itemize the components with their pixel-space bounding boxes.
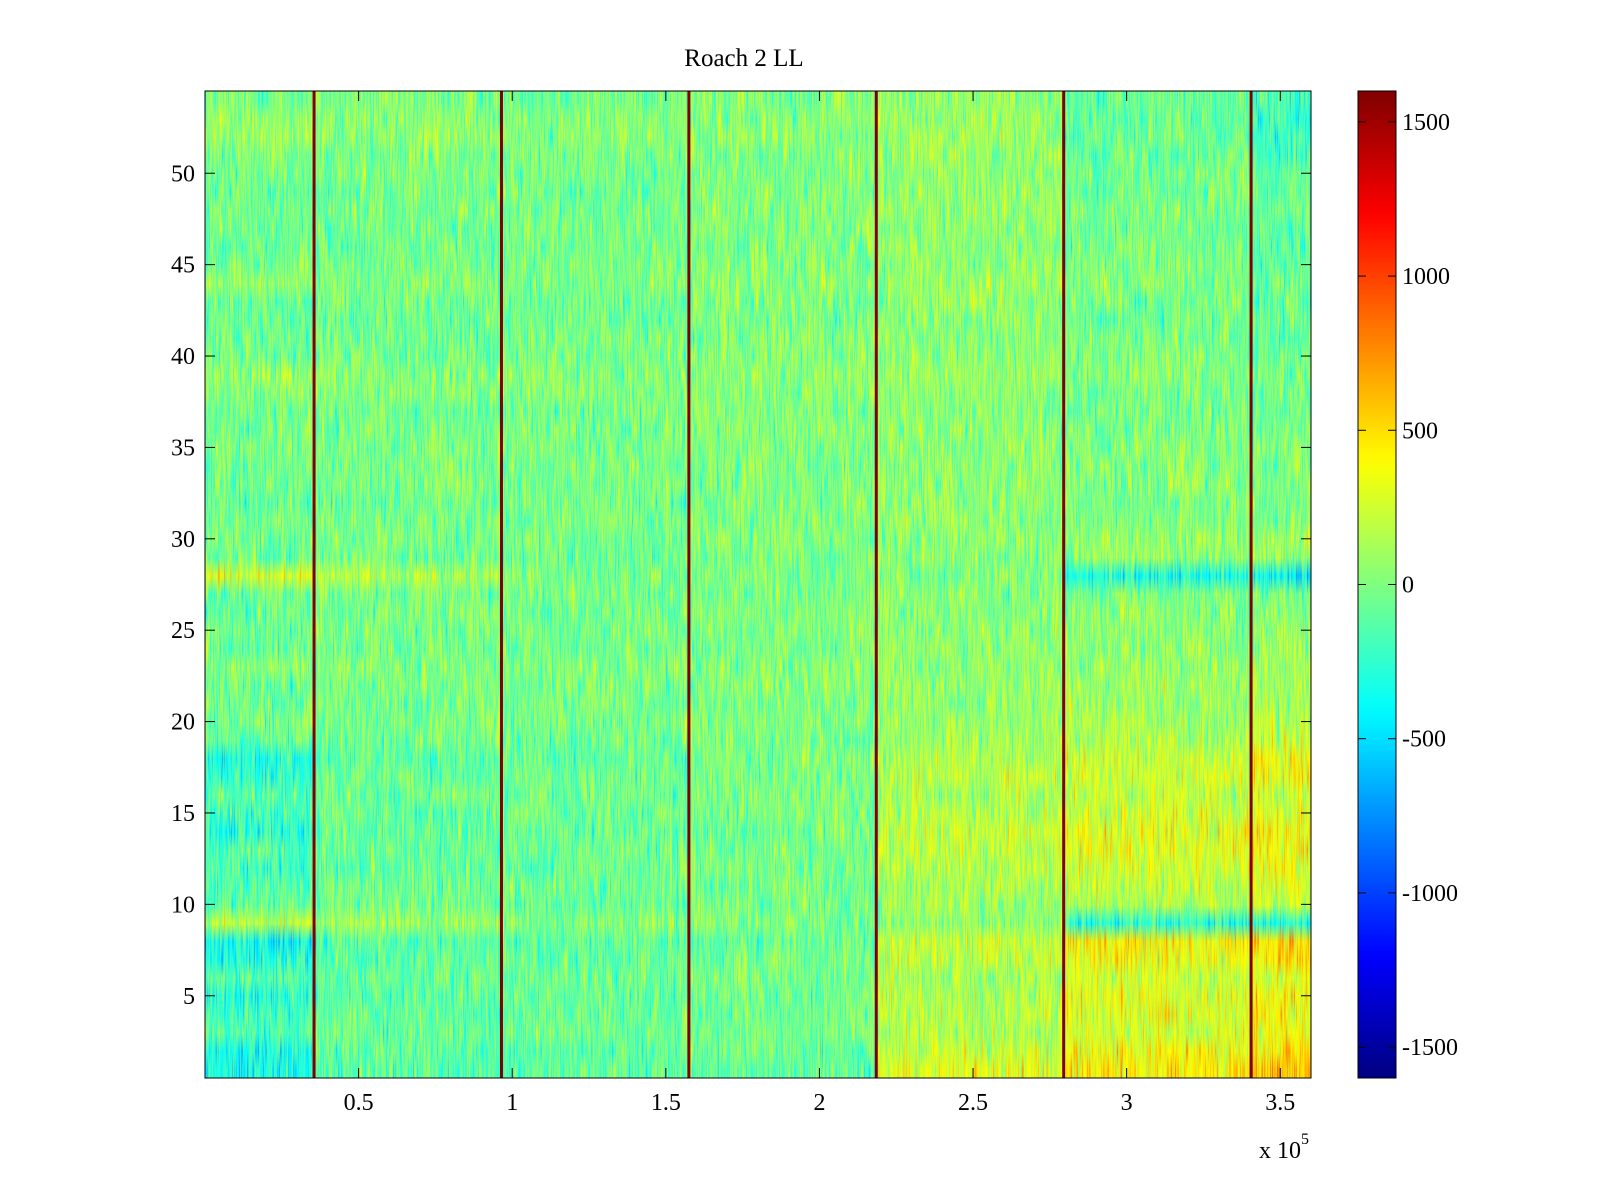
x-tick-label: 1.5 <box>651 1090 681 1116</box>
x-multiplier-exponent: 5 <box>1301 1131 1309 1148</box>
y-tick-label: 25 <box>171 618 195 644</box>
y-axis: 5 10 15 20 25 30 35 40 45 50 <box>171 161 1311 1010</box>
y-tick-label: 50 <box>171 161 195 187</box>
colorbar: 1500 1000 500 0 -500 -1000 -1500 <box>1357 90 1458 1079</box>
chart-title: Roach 2 LL <box>684 45 803 72</box>
y-tick-label: 40 <box>171 344 195 370</box>
colorbar-ticks: 1500 1000 500 0 -500 -1000 -1500 <box>1358 110 1458 1061</box>
y-tick-label: 35 <box>171 435 195 461</box>
heatmap-image <box>205 91 1311 1078</box>
colorbar-tick-label: 0 <box>1402 573 1414 599</box>
x-axis-multiplier: x 10 5 <box>1259 1131 1309 1164</box>
heatmap-plot-area: 0.5 1 1.5 2 2.5 3 3.5 5 10 15 20 25 30 35 40 45 50 <box>171 90 1312 1116</box>
spike-lines <box>312 91 1253 1078</box>
x-tick-label: 1 <box>506 1090 518 1116</box>
colorbar-tick-label: 500 <box>1402 418 1438 444</box>
colorbar-tick-label: -1000 <box>1402 881 1458 907</box>
colorbar-tick-label: 1000 <box>1402 264 1450 290</box>
x-axis: 0.5 1 1.5 2 2.5 3 3.5 <box>344 91 1295 1116</box>
x-tick-label: 0.5 <box>344 1090 374 1116</box>
x-tick-label: 3 <box>1121 1090 1133 1116</box>
y-tick-label: 5 <box>183 984 195 1010</box>
x-tick-label: 3.5 <box>1265 1090 1295 1116</box>
y-tick-label: 10 <box>171 892 195 918</box>
colorbar-tick-label: 1500 <box>1402 110 1450 136</box>
y-tick-label: 30 <box>171 527 195 553</box>
y-tick-label: 45 <box>171 253 195 279</box>
colorbar-tick-label: -500 <box>1402 727 1446 753</box>
plot-axes-box <box>204 90 1312 1079</box>
colorbar-tick-label: -1500 <box>1402 1035 1458 1061</box>
x-multiplier-base: x 10 <box>1259 1138 1301 1164</box>
x-tick-label: 2 <box>813 1090 825 1116</box>
y-tick-label: 15 <box>171 801 195 827</box>
x-tick-label: 2.5 <box>958 1090 988 1116</box>
y-tick-label: 20 <box>171 710 195 736</box>
